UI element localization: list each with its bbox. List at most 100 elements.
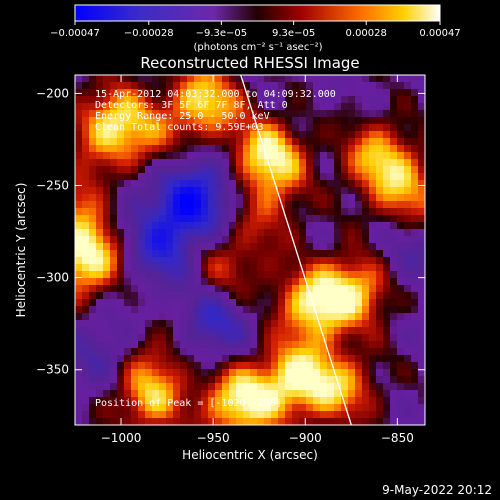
heatmap-cell <box>117 131 125 139</box>
heatmap-cell <box>327 173 335 181</box>
heatmap-cell <box>278 250 286 258</box>
heatmap-cell <box>376 341 384 349</box>
heatmap-cell <box>334 215 342 223</box>
heatmap-cell <box>89 243 97 251</box>
heatmap-cell <box>292 320 300 328</box>
heatmap-cell <box>110 341 118 349</box>
heatmap-cell <box>124 187 132 195</box>
heatmap-cell <box>82 362 90 370</box>
heatmap-cell <box>103 229 111 237</box>
heatmap-cell <box>117 250 125 258</box>
heatmap-cell <box>82 383 90 391</box>
heatmap-cell <box>138 257 146 265</box>
heatmap-cell <box>292 355 300 363</box>
heatmap-cell <box>243 166 251 174</box>
heatmap-cell <box>145 285 153 293</box>
heatmap-cell <box>145 313 153 321</box>
heatmap-cell <box>292 201 300 209</box>
heatmap-cell <box>348 285 356 293</box>
heatmap-cell <box>376 292 384 300</box>
heatmap-cell <box>341 159 349 167</box>
heatmap-cell <box>201 278 209 286</box>
heatmap-cell <box>418 327 425 335</box>
heatmap-cell <box>362 390 370 398</box>
heatmap-cell <box>355 166 363 174</box>
heatmap-cell <box>236 138 244 146</box>
heatmap-cell <box>418 292 425 300</box>
heatmap-cell <box>89 75 97 83</box>
heatmap-cell <box>257 131 265 139</box>
heatmap-cell <box>208 173 216 181</box>
heatmap-cell <box>96 75 104 83</box>
heatmap-cell <box>180 201 188 209</box>
heatmap-cell <box>229 250 237 258</box>
heatmap-cell <box>194 348 202 356</box>
heatmap-cell <box>89 89 97 97</box>
heatmap-cell <box>348 75 356 83</box>
heatmap-cell <box>355 250 363 258</box>
heatmap-cell <box>257 334 265 342</box>
heatmap-cell <box>138 138 146 146</box>
heatmap-cell <box>131 264 139 272</box>
heatmap-cell <box>103 390 111 398</box>
heatmap-cell <box>285 334 293 342</box>
heatmap-cell <box>236 173 244 181</box>
heatmap-cell <box>138 208 146 216</box>
heatmap-cell <box>411 299 419 307</box>
heatmap-cell <box>334 327 342 335</box>
heatmap-cell <box>173 117 181 125</box>
heatmap-cell <box>397 390 405 398</box>
heatmap-cell <box>418 404 425 412</box>
heatmap-cell <box>82 341 90 349</box>
heatmap-cell <box>383 327 391 335</box>
heatmap-cell <box>362 180 370 188</box>
heatmap-cell <box>404 327 412 335</box>
heatmap-cell <box>264 215 272 223</box>
heatmap-cell <box>180 110 188 118</box>
heatmap-cell <box>229 222 237 230</box>
heatmap-cell <box>355 145 363 153</box>
heatmap-cell <box>327 152 335 160</box>
heatmap-cell <box>264 376 272 384</box>
heatmap-cell <box>194 110 202 118</box>
heatmap-cell <box>243 285 251 293</box>
heatmap-cell <box>96 411 104 419</box>
heatmap-cell <box>236 313 244 321</box>
heatmap-cell <box>411 222 419 230</box>
heatmap-cell <box>229 236 237 244</box>
heatmap-cell <box>320 271 328 279</box>
heatmap-cell <box>369 383 377 391</box>
heatmap-cell <box>236 117 244 125</box>
heatmap-cell <box>208 299 216 307</box>
heatmap-cell <box>362 327 370 335</box>
heatmap-cell <box>229 131 237 139</box>
heatmap-cell <box>383 299 391 307</box>
heatmap-cell <box>411 397 419 405</box>
heatmap-cell <box>82 334 90 342</box>
heatmap-cell <box>222 341 230 349</box>
heatmap-cell <box>383 201 391 209</box>
heatmap-cell <box>299 362 307 370</box>
heatmap-cell <box>418 418 425 425</box>
heatmap-cell <box>383 180 391 188</box>
heatmap-cell <box>82 404 90 412</box>
heatmap-cell <box>383 285 391 293</box>
heatmap-cell <box>327 96 335 104</box>
heatmap-cell <box>285 131 293 139</box>
heatmap-cell <box>145 124 153 132</box>
heatmap-cell <box>257 250 265 258</box>
heatmap-cell <box>194 180 202 188</box>
heatmap-cell <box>341 376 349 384</box>
heatmap-cell <box>320 369 328 377</box>
heatmap-cell <box>173 355 181 363</box>
heatmap-cell <box>362 82 370 90</box>
heatmap-cell <box>250 376 258 384</box>
heatmap-cell <box>103 278 111 286</box>
heatmap-cell <box>250 124 258 132</box>
heatmap-cell <box>306 348 314 356</box>
heatmap-cell <box>187 250 195 258</box>
heatmap-cell <box>299 376 307 384</box>
heatmap-cell <box>257 264 265 272</box>
heatmap-cell <box>348 173 356 181</box>
heatmap-cell <box>243 264 251 272</box>
